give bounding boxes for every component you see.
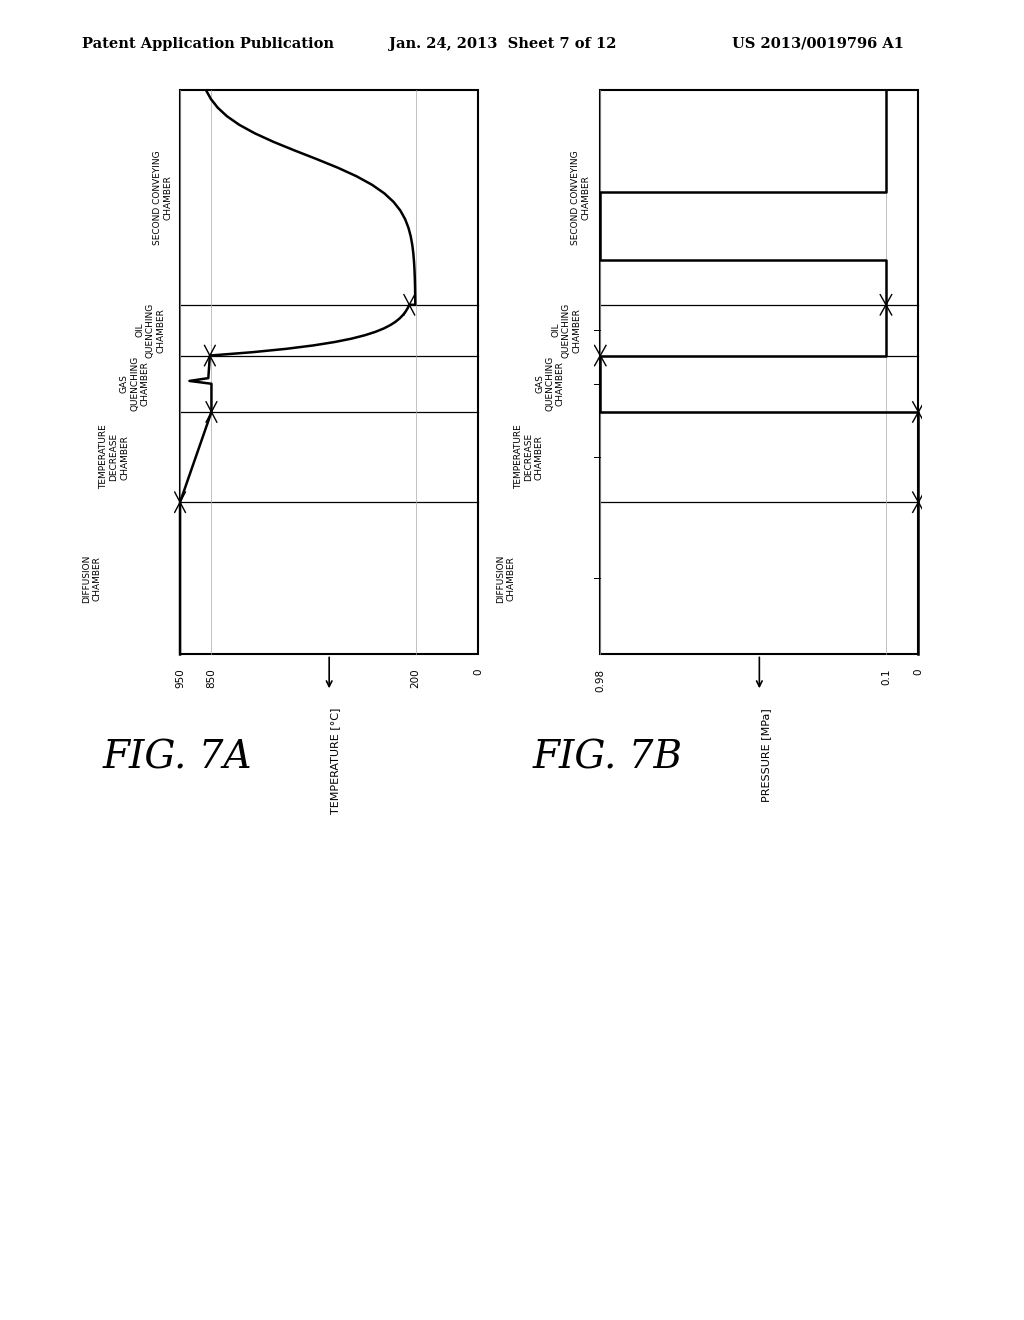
Text: SECOND CONVEYING
CHAMBER: SECOND CONVEYING CHAMBER bbox=[153, 150, 172, 246]
Text: GAS
QUENCHING
CHAMBER: GAS QUENCHING CHAMBER bbox=[536, 356, 565, 412]
Text: 0: 0 bbox=[473, 668, 483, 675]
Text: Jan. 24, 2013  Sheet 7 of 12: Jan. 24, 2013 Sheet 7 of 12 bbox=[389, 37, 616, 51]
Text: 950: 950 bbox=[175, 668, 185, 688]
Text: TEMPERATURE [°C]: TEMPERATURE [°C] bbox=[330, 708, 340, 814]
Text: OIL
QUENCHING
CHAMBER: OIL QUENCHING CHAMBER bbox=[135, 302, 165, 358]
Text: 850: 850 bbox=[207, 668, 216, 688]
Text: PRESSURE [MPa]: PRESSURE [MPa] bbox=[761, 708, 771, 801]
Text: OIL
QUENCHING
CHAMBER: OIL QUENCHING CHAMBER bbox=[551, 302, 581, 358]
Text: DIFFUSION
CHAMBER: DIFFUSION CHAMBER bbox=[83, 554, 101, 602]
Text: 0.98: 0.98 bbox=[595, 668, 605, 692]
Text: FIG. 7B: FIG. 7B bbox=[532, 739, 683, 776]
Text: TEMPERATURE
DECREASE
CHAMBER: TEMPERATURE DECREASE CHAMBER bbox=[514, 425, 544, 490]
Text: 0.1: 0.1 bbox=[881, 668, 891, 685]
Text: GAS
QUENCHING
CHAMBER: GAS QUENCHING CHAMBER bbox=[120, 356, 150, 412]
Text: US 2013/0019796 A1: US 2013/0019796 A1 bbox=[732, 37, 904, 51]
Text: 200: 200 bbox=[411, 668, 421, 688]
Text: SECOND CONVEYING
CHAMBER: SECOND CONVEYING CHAMBER bbox=[571, 150, 591, 246]
Text: DIFFUSION
CHAMBER: DIFFUSION CHAMBER bbox=[497, 554, 516, 602]
Text: 0: 0 bbox=[913, 668, 924, 675]
Text: TEMPERATURE
DECREASE
CHAMBER: TEMPERATURE DECREASE CHAMBER bbox=[99, 425, 129, 490]
Text: FIG. 7A: FIG. 7A bbox=[102, 739, 252, 776]
Text: Patent Application Publication: Patent Application Publication bbox=[82, 37, 334, 51]
